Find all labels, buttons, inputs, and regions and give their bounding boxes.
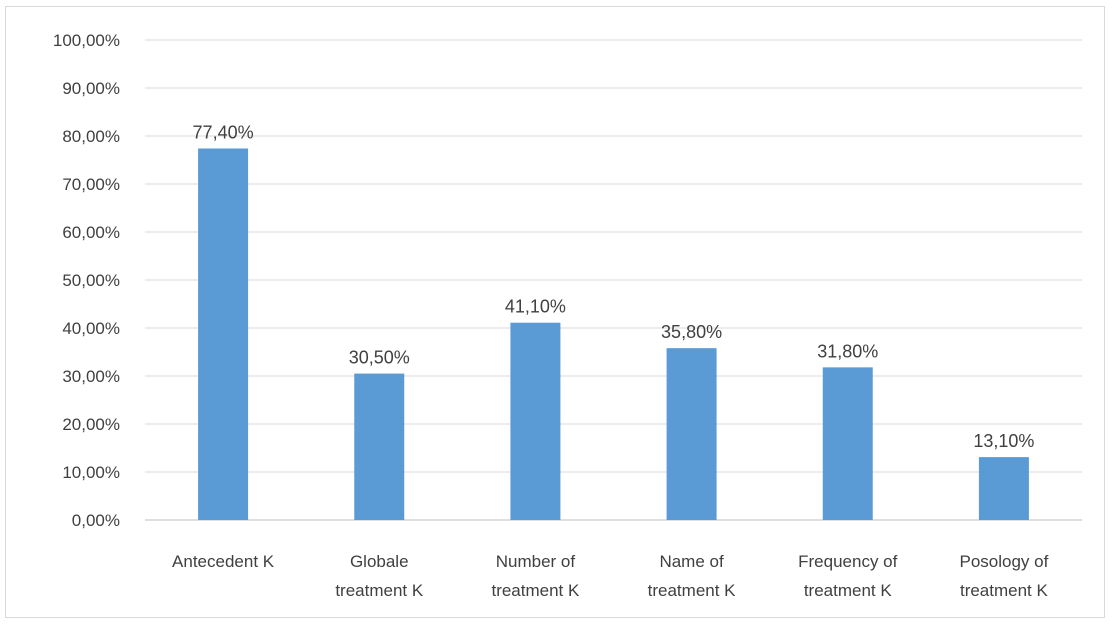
x-tick-label: Globale treatment K (335, 552, 424, 600)
y-tick-label: 50,00% (62, 271, 120, 290)
x-tick-label-line: treatment K (491, 581, 580, 600)
x-tick-label-line: treatment K (335, 581, 424, 600)
x-tick-label-line: Globale (350, 552, 409, 571)
data-label: 30,50% (349, 348, 410, 368)
y-tick-label: 0,00% (72, 511, 120, 530)
y-tick-label: 70,00% (62, 175, 120, 194)
x-tick-label: Number of treatment K (491, 552, 580, 600)
x-tick-label-line: Frequency of (798, 552, 897, 571)
data-label: 35,80% (661, 322, 722, 342)
x-tick-label-line: Name of (659, 552, 724, 571)
x-tick-label-line: treatment K (648, 581, 737, 600)
y-tick-label: 80,00% (62, 127, 120, 146)
x-tick-label: Name of treatment K (648, 552, 737, 600)
y-tick-label: 10,00% (62, 463, 120, 482)
x-tick-label-line: Number of (496, 552, 576, 571)
y-tick-label: 100,00% (53, 31, 120, 50)
y-tick-label: 30,00% (62, 367, 120, 386)
bar (978, 457, 1029, 520)
x-tick-label-line: Posology of (959, 552, 1048, 571)
y-tick-label: 90,00% (62, 79, 120, 98)
x-tick-label: Frequency of treatment K (798, 552, 897, 600)
x-tick-label-line: Antecedent K (172, 552, 275, 571)
data-label: 13,10% (973, 431, 1034, 451)
bar (822, 367, 873, 520)
bar (510, 322, 561, 520)
y-tick-label: 20,00% (62, 415, 120, 434)
y-tick-label: 40,00% (62, 319, 120, 338)
data-label: 41,10% (505, 297, 566, 317)
bar (354, 373, 405, 520)
x-tick-label-line: treatment K (960, 581, 1049, 600)
x-tick-label-line: treatment K (804, 581, 893, 600)
bar (666, 348, 717, 520)
bar (198, 148, 249, 521)
data-label: 77,40% (193, 122, 254, 142)
x-tick-label: Posology of treatment K (959, 552, 1048, 600)
data-label: 31,80% (817, 341, 878, 361)
x-tick-label: Antecedent K (172, 552, 275, 571)
y-tick-label: 60,00% (62, 223, 120, 242)
